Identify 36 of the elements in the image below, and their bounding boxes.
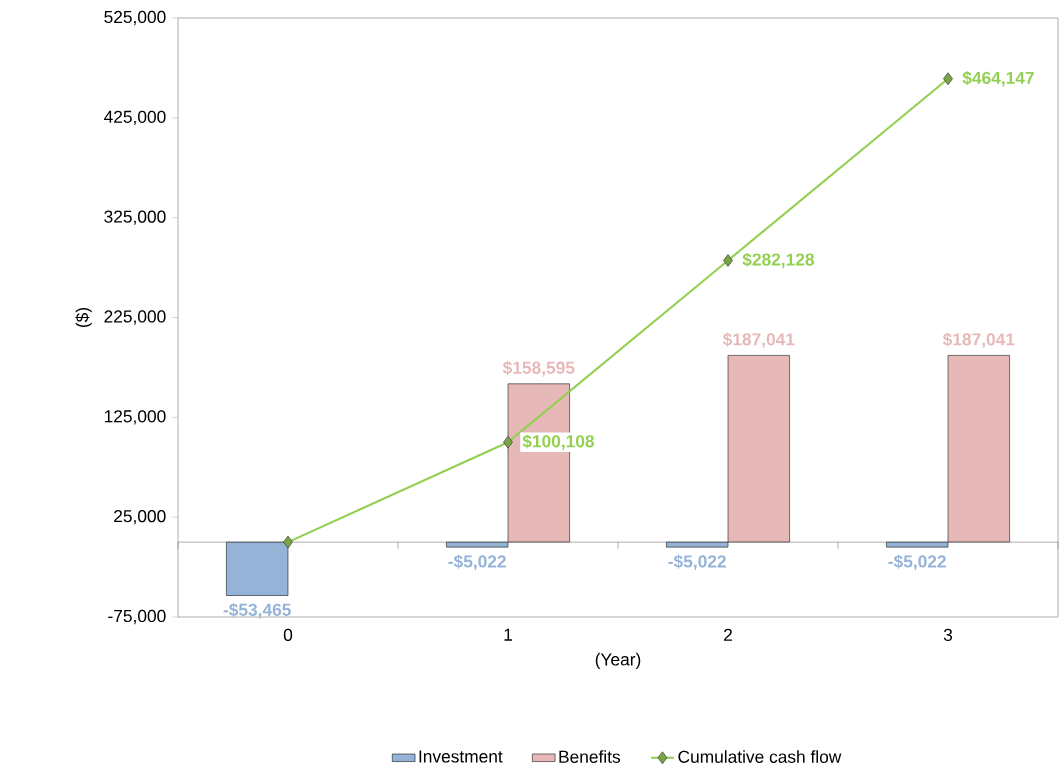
point: [943, 72, 953, 86]
data-label: $158,595: [502, 360, 575, 377]
bar: [226, 541, 289, 596]
y-tick-label: 525,000: [104, 10, 166, 26]
bar: [446, 541, 509, 548]
data-label: -$5,022: [888, 554, 946, 571]
x-tick-label: 2: [724, 628, 732, 641]
data-label: -$5,022: [448, 554, 506, 571]
y-axis-title: ($): [75, 307, 92, 328]
x-tick-label: 0: [283, 628, 293, 642]
y-tick-label: -75,000: [108, 609, 166, 625]
y-tick-label: 125,000: [104, 410, 166, 425]
x-axis-title: (Year): [595, 652, 641, 669]
bar: [727, 355, 790, 543]
point: [503, 435, 513, 449]
bar: [947, 355, 1010, 543]
data-label: -$53,465: [223, 602, 291, 619]
data-label: $187,041: [722, 332, 795, 349]
bar: [886, 541, 949, 548]
data-label: $464,147: [962, 70, 1034, 87]
bar: [666, 541, 729, 548]
legend-label: Cumulative cash flow: [678, 750, 842, 763]
x-tick-label: 1: [504, 628, 512, 641]
data-label: $187,041: [942, 332, 1015, 349]
data-label: $100,108: [522, 434, 595, 450]
y-tick-label: 225,000: [104, 310, 166, 325]
y-tick-label: 325,000: [104, 210, 166, 225]
data-label: $282,128: [742, 252, 815, 269]
y-tick-label: 425,000: [104, 110, 166, 125]
legend-label: Investment: [419, 750, 503, 763]
point: [283, 535, 293, 549]
data-label: -$5,022: [668, 554, 726, 571]
legend-label: Benefits: [559, 750, 621, 763]
point: [723, 254, 733, 267]
y-tick-label: 25,000: [114, 510, 166, 525]
x-tick-label: 3: [943, 628, 953, 642]
